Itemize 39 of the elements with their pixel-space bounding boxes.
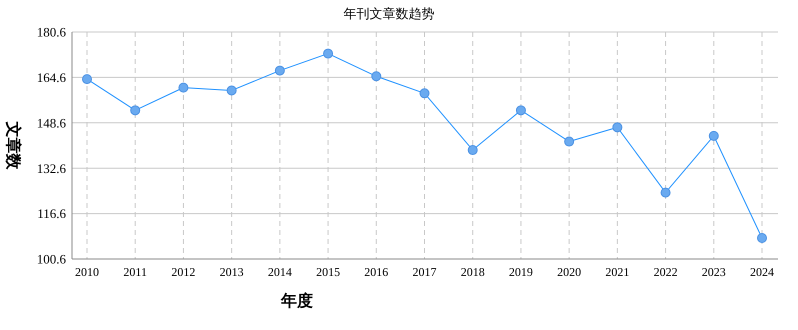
chart-title: 年刊文章数趋势: [344, 6, 434, 21]
x-tick-label: 2020: [557, 265, 582, 279]
point: [612, 122, 622, 132]
point: [274, 66, 285, 76]
point: [130, 105, 140, 116]
x-tick-label: 2024: [750, 265, 774, 279]
x-tick-label: 2019: [508, 265, 533, 279]
point: [178, 82, 188, 93]
y-axis-title: 文章数: [4, 120, 22, 170]
x-tick-label: 2014: [268, 265, 292, 279]
x-tick-label: 2015: [316, 265, 340, 279]
point: [516, 105, 526, 116]
point: [660, 188, 671, 198]
point: [468, 145, 478, 156]
x-tick-label: 2022: [654, 265, 678, 279]
point: [226, 85, 237, 96]
point: [564, 136, 574, 147]
point: [420, 88, 430, 98]
point: [323, 48, 334, 59]
x-tick-label: 2013: [220, 265, 244, 279]
x-tick-label: 2017: [412, 265, 436, 279]
y-tick-label: 100.6: [36, 252, 66, 267]
point: [708, 130, 719, 141]
y-tick-label: 180.6: [36, 24, 66, 40]
point: [757, 233, 767, 244]
y-tick-label: 148.6: [36, 115, 66, 130]
x-tick-label: 2012: [171, 265, 196, 279]
x-tick-label: 2023: [702, 265, 726, 279]
y-tick-label: 132.6: [36, 160, 66, 176]
x-tick-label: 2021: [605, 265, 630, 279]
x-axis-title: 年度: [280, 291, 313, 310]
x-tick-label: 2010: [75, 265, 99, 279]
y-tick-label: 116.6: [37, 206, 66, 222]
point: [82, 74, 92, 84]
y-tick-label: 164.6: [36, 70, 66, 85]
x-tick-label: 2018: [460, 265, 485, 279]
point: [371, 71, 382, 82]
x-tick-label: 2016: [364, 265, 388, 279]
x-tick-label: 2011: [123, 265, 147, 279]
